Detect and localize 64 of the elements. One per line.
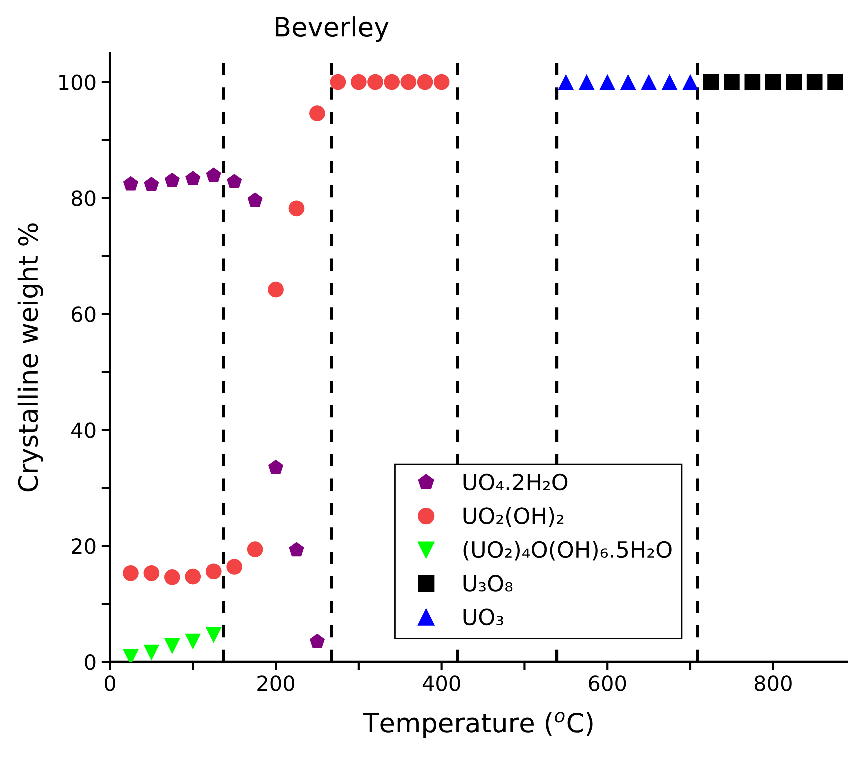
point (368, 74, 384, 90)
y-axis-title: Crystalline weight % (18, 224, 44, 492)
x-tick-label: 400 (422, 676, 460, 692)
point (186, 171, 201, 186)
legend-label: UO₃ (464, 608, 504, 626)
point (744, 74, 761, 90)
point (268, 282, 284, 298)
legend-label: UO₂(OH)₂ (464, 507, 564, 528)
x-tick-label: 0 (104, 676, 116, 692)
point (641, 74, 657, 90)
x-axis-title: Temperature ($^{o}$C) (363, 712, 593, 738)
y-tick-label: 0 (85, 654, 96, 670)
point (144, 644, 160, 661)
point (330, 74, 346, 90)
point (185, 634, 202, 650)
point (123, 565, 139, 582)
point (434, 74, 450, 90)
point (247, 542, 264, 558)
y-tick-label: 80 (72, 190, 96, 206)
point (123, 176, 138, 191)
chart-title: Beverley (276, 16, 389, 42)
point (400, 74, 417, 90)
point (248, 192, 263, 207)
y-tick-label: 60 (72, 306, 96, 322)
point (268, 460, 284, 474)
point (828, 74, 844, 90)
point (806, 74, 823, 90)
y-tick-label: 100 (60, 74, 96, 90)
point (600, 74, 616, 90)
point (703, 74, 720, 90)
point (185, 568, 202, 585)
point (164, 172, 180, 188)
point (310, 106, 326, 122)
point (558, 74, 574, 90)
point (620, 74, 636, 90)
legend-label: (UO₂)₄O(OH)₆.5H₂O (464, 540, 672, 561)
x-tick-label: 600 (589, 676, 626, 692)
legend-label: U₃O₈ (464, 575, 513, 592)
point (578, 74, 595, 90)
point (682, 74, 698, 90)
point (662, 74, 678, 90)
point (288, 200, 305, 217)
point (417, 74, 434, 90)
point (765, 74, 782, 90)
point (289, 542, 304, 557)
y-tick-label: 20 (72, 538, 96, 554)
point (384, 74, 400, 90)
point (144, 176, 160, 192)
point (786, 74, 802, 90)
point (310, 634, 326, 648)
point (227, 174, 242, 188)
point (206, 168, 222, 182)
point (724, 74, 740, 90)
point (164, 638, 180, 654)
y-tick-label: 40 (72, 422, 96, 438)
legend-label: UO₄.2H₂O (464, 474, 568, 491)
x-tick-label: 200 (258, 676, 295, 692)
point (206, 564, 222, 580)
point (144, 565, 160, 582)
point (351, 74, 367, 90)
point (206, 627, 222, 644)
point (164, 570, 180, 586)
point (226, 559, 242, 575)
x-tick-label: 800 (754, 676, 792, 692)
